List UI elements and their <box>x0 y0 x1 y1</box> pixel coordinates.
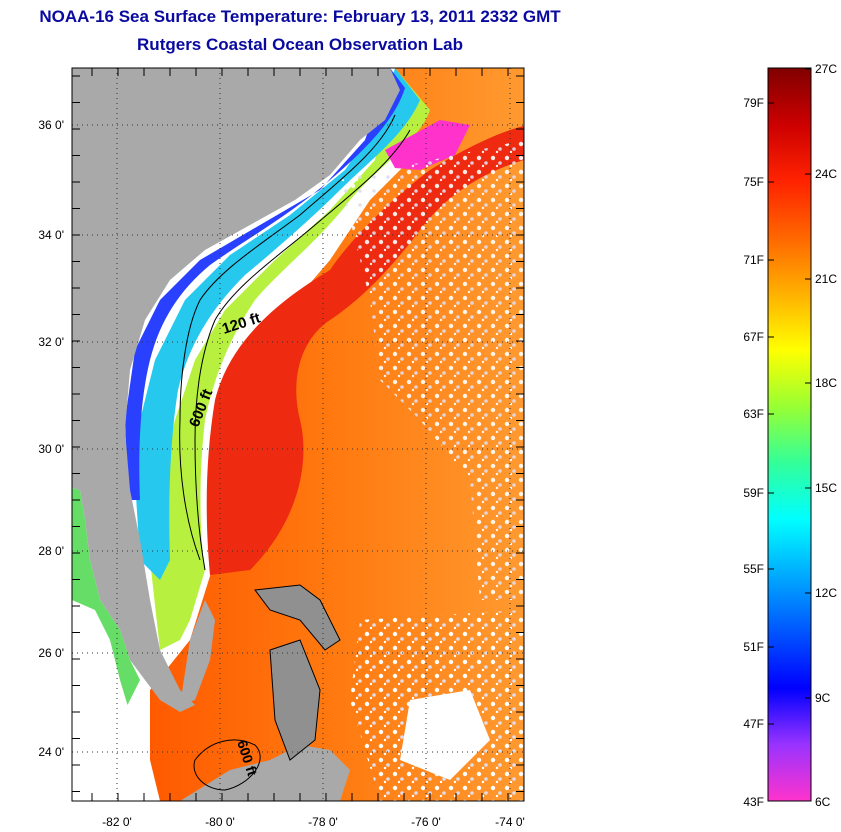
map-title: NOAA-16 Sea Surface Temperature: Februar… <box>39 7 561 26</box>
fahrenheit-label: 47F <box>743 717 764 731</box>
lon-label: -82 0' <box>102 815 132 829</box>
gulf-stream <box>206 126 524 575</box>
contour-600ft <box>194 129 411 571</box>
shelf-water-cool <box>135 68 420 580</box>
lon-label: -80 0' <box>205 815 235 829</box>
colorbar: 27C 24C 21C 18C 15C 12C 9C 6C 79F 75F 71… <box>743 62 837 809</box>
lat-label: 30 0' <box>38 442 64 456</box>
bahamas-bank-south <box>269 639 321 761</box>
lat-label: 28 0' <box>38 544 64 558</box>
map-subtitle: Rutgers Coastal Ocean Observation Lab <box>137 35 463 54</box>
lat-label: 32 0' <box>38 335 64 349</box>
lat-label: 26 0' <box>38 646 64 660</box>
fahrenheit-label: 79F <box>743 96 764 110</box>
fahrenheit-label: 51F <box>743 640 764 654</box>
colorbar-fahrenheit-labels: 79F 75F 71F 67F 63F 59F 55F 51F 47F 43F <box>743 96 764 809</box>
fahrenheit-label: 55F <box>743 562 764 576</box>
fahrenheit-label: 71F <box>743 253 764 267</box>
cloud-cover <box>340 140 524 600</box>
fahrenheit-label: 43F <box>743 795 764 809</box>
contour-120ft <box>179 114 396 561</box>
colorbar-gradient <box>767 67 812 802</box>
celsius-label: 9C <box>815 691 831 705</box>
lat-label: 34 0' <box>38 228 64 242</box>
cloud-patch <box>400 690 490 780</box>
latitude-axis: 36 0' 34 0' 32 0' 30 0' 28 0' 26 0' 24 0… <box>38 118 64 759</box>
axis-ticks <box>72 68 524 801</box>
lon-label: -74 0' <box>495 815 525 829</box>
lon-label: -76 0' <box>411 815 441 829</box>
map-grid <box>72 68 524 801</box>
bahamas-bank-north <box>254 584 341 651</box>
lon-label: -78 0' <box>308 815 338 829</box>
fahrenheit-label: 67F <box>743 330 764 344</box>
celsius-label: 27C <box>815 62 837 76</box>
celsius-label: 18C <box>815 376 837 390</box>
fahrenheit-label: 63F <box>743 407 764 421</box>
longitude-axis: -82 0' -80 0' -78 0' -76 0' -74 0' <box>102 815 525 829</box>
celsius-label: 21C <box>815 272 837 286</box>
fahrenheit-label: 59F <box>743 486 764 500</box>
map-frame <box>71 67 525 802</box>
celsius-label: 15C <box>815 481 837 495</box>
lat-label: 24 0' <box>38 745 64 759</box>
celsius-label: 24C <box>815 167 837 181</box>
fahrenheit-label: 75F <box>743 175 764 189</box>
lat-label: 36 0' <box>38 118 64 132</box>
colorbar-ticks <box>768 68 811 725</box>
contour-600ft-south <box>193 739 261 791</box>
gulf-no-data <box>72 600 155 801</box>
sst-map-image <box>72 68 524 801</box>
land-mass <box>72 68 400 712</box>
colorbar-celsius-labels: 27C 24C 21C 18C 15C 12C 9C 6C <box>815 62 837 809</box>
celsius-label: 12C <box>815 586 837 600</box>
cuba <box>180 745 350 801</box>
celsius-label: 6C <box>815 795 831 809</box>
